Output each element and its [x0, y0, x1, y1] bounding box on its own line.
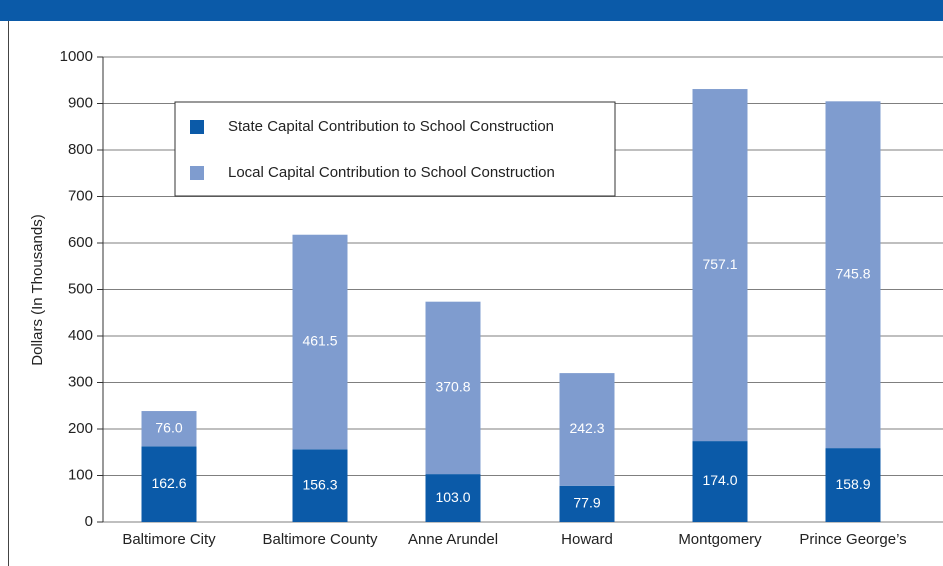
legend-swatch	[190, 166, 204, 180]
y-tick-label: 300	[68, 373, 93, 390]
value-label: 76.0	[155, 419, 182, 435]
x-tick-label: Anne Arundel	[408, 531, 498, 548]
bar-segment	[559, 373, 615, 486]
y-tick-label: 800	[68, 141, 93, 158]
value-label: 745.8	[835, 265, 870, 281]
bar-segment	[692, 441, 748, 522]
value-label: 103.0	[435, 489, 470, 505]
bar-segment	[292, 234, 348, 450]
bar-segment	[559, 485, 615, 522]
y-tick-label: 700	[68, 187, 93, 204]
legend-label: State Capital Contribution to School Con…	[228, 118, 554, 135]
y-tick-label: 500	[68, 280, 93, 297]
bar-segment	[425, 474, 481, 522]
value-label: 174.0	[702, 472, 737, 488]
y-tick-label: 1000	[60, 48, 93, 65]
legend-label: Local Capital Contribution to School Con…	[228, 164, 555, 181]
y-tick-label: 0	[85, 513, 93, 530]
value-label: 757.1	[702, 256, 737, 272]
x-tick-label: Baltimore City	[122, 531, 216, 548]
x-tick-label: Montgomery	[678, 531, 762, 548]
bar-segment	[425, 301, 481, 475]
y-tick-label: 200	[68, 420, 93, 437]
value-label: 158.9	[835, 476, 870, 492]
value-label: 77.9	[573, 495, 600, 511]
value-label: 370.8	[435, 379, 470, 395]
y-tick-label: 100	[68, 466, 93, 483]
y-tick-label: 400	[68, 327, 93, 344]
y-tick-label: 600	[68, 234, 93, 251]
bar-segment	[292, 449, 348, 522]
x-tick-label: Howard	[561, 531, 613, 548]
value-label: 461.5	[302, 333, 337, 349]
legend-swatch	[190, 120, 204, 134]
bar-segment	[825, 101, 881, 449]
value-label: 242.3	[569, 420, 604, 436]
legend-box	[174, 101, 616, 197]
bar-segment	[692, 89, 748, 442]
bar-segment	[825, 448, 881, 522]
value-label: 162.6	[151, 475, 186, 491]
header-band	[0, 0, 943, 21]
bar-segment	[141, 446, 197, 522]
y-axis-label: Dollars (In Thousands)	[29, 214, 46, 365]
value-label: 156.3	[302, 476, 337, 492]
bar-segment	[141, 411, 197, 447]
x-tick-label: Baltimore County	[262, 531, 378, 548]
y-tick-label: 900	[68, 94, 93, 111]
x-tick-label: Prince George’s	[799, 531, 906, 548]
